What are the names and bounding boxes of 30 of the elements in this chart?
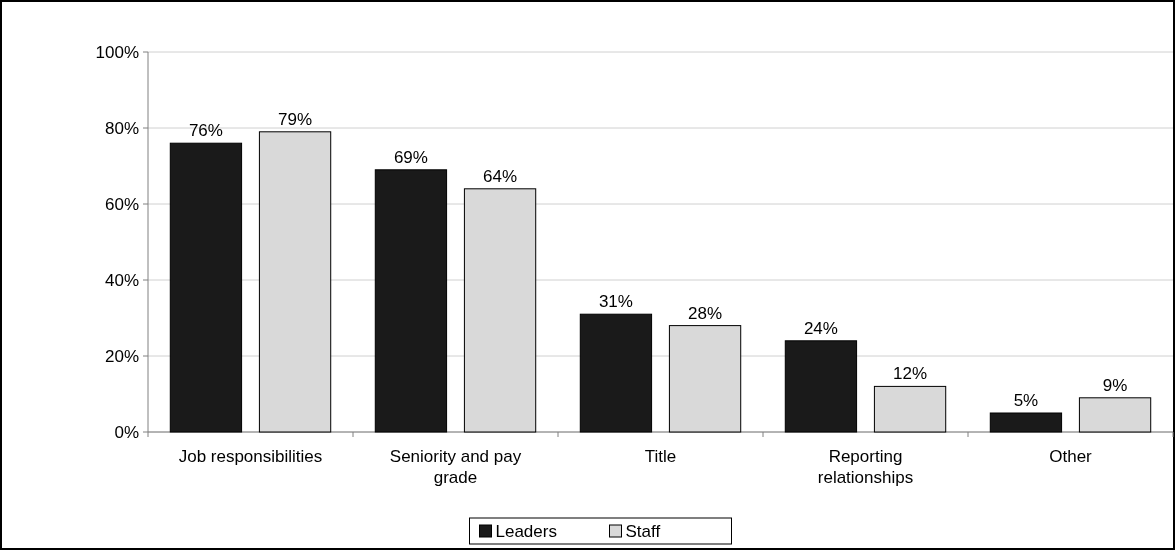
y-tick-label: 80% [104,118,139,138]
data-label: 79% [278,109,313,129]
data-label: 5% [1013,391,1039,410]
data-label: 64% [483,166,518,186]
bar [169,142,243,433]
bar [784,340,858,433]
y-tick-label: 40% [104,270,139,290]
data-label: 31% [598,292,633,312]
data-label: 76% [188,121,223,141]
data-label: 28% [688,303,723,323]
bar [989,412,1063,433]
x-tick-label: Job responsibilities [178,447,323,466]
legend-label: Staff [625,521,661,541]
data-label: 24% [803,318,838,338]
data-label: 9% [1102,375,1128,395]
x-tick-label: Seniority and pay grade [389,447,522,487]
y-tick-label: 20% [104,346,139,366]
bar [1078,397,1152,433]
y-tick-label: 100% [95,42,139,62]
bar [374,169,448,433]
bar [579,313,653,433]
y-tick-label: 0% [114,422,139,442]
data-label: 12% [893,364,928,384]
bar [873,385,947,433]
x-tick-label: Reporting relationships [817,447,914,487]
y-tick-label: 60% [104,194,139,214]
x-tick-label: Title [644,447,677,466]
legend-label: Leaders [495,521,557,541]
data-label: 69% [393,147,428,167]
x-tick-label: Other [1049,447,1093,466]
